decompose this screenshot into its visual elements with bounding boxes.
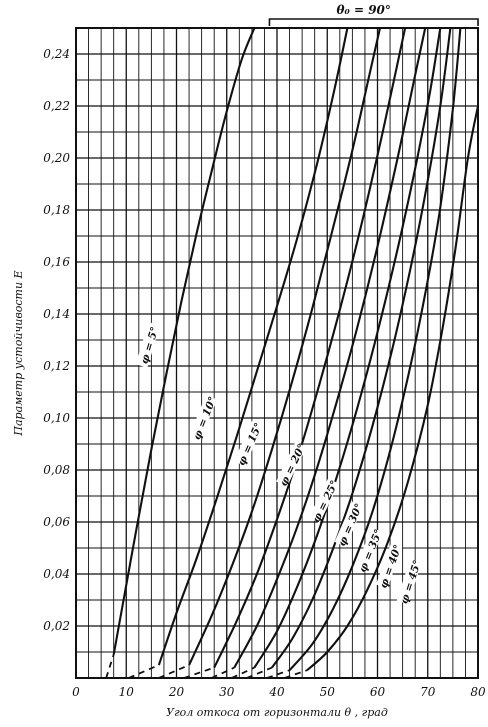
curve-label-bg: [375, 543, 403, 589]
plot-frame: [75, 27, 479, 679]
x-tick-label: 20: [168, 685, 185, 699]
y-axis-title: Параметр устойчивости E: [12, 270, 25, 436]
curve-phi-15: [188, 27, 382, 666]
curve-dash: [266, 669, 290, 679]
curve-dash: [231, 666, 255, 679]
curve-phi-25: [233, 27, 427, 669]
curve-label: φ = 35°: [357, 528, 385, 575]
x-tick-label: 40: [268, 685, 285, 699]
y-tick-label: 0,16: [43, 255, 70, 269]
curve-label-bg: [334, 501, 364, 547]
curve-label-bg: [308, 478, 339, 524]
x-tick-label: 0: [72, 685, 80, 699]
x-tick-label: 80: [470, 685, 486, 699]
theta-bracket: [268, 18, 479, 26]
curve-label-bg: [234, 421, 263, 467]
y-tick-label: 0,14: [43, 307, 70, 321]
curve-dash: [158, 664, 190, 679]
curve-phi-40: [288, 27, 462, 671]
curve-label: φ = 40°: [378, 543, 405, 590]
axis-ticks: 0 10 20 30 40 50 60 70 80 0,02 0,04 0,06 0,08 0,10 0,1…: [43, 47, 486, 699]
y-tick-label: 0,06: [43, 515, 70, 529]
curves: [105, 27, 480, 679]
curve-phi-30: [253, 27, 442, 669]
theta-annotation: θ₀ = 90°: [268, 3, 479, 26]
curve-phi-10: [157, 27, 349, 666]
x-tick-label: 70: [420, 685, 436, 699]
curve-label-bg: [355, 527, 383, 573]
theta-label: θ₀ = 90°: [337, 3, 391, 17]
curve-dash: [183, 666, 215, 679]
y-tick-label: 0,08: [43, 463, 70, 477]
y-tick-label: 0,24: [43, 47, 70, 61]
curve-labels: φ = 5°φ = 10°φ = 15° φ = 20°φ = 25°φ = 30…: [135, 322, 424, 606]
curve-label-bg: [189, 394, 218, 441]
x-tick-label: 50: [320, 685, 336, 699]
x-tick-label: 10: [119, 685, 135, 699]
curve-dash: [211, 666, 235, 679]
curve-label-bg: [276, 441, 307, 487]
y-tick-label: 0,02: [43, 619, 70, 633]
curve-label-bg: [135, 322, 161, 368]
curve-phi-35: [271, 27, 452, 669]
y-tick-label: 0,20: [43, 151, 70, 165]
y-tick-label: 0,18: [43, 203, 70, 217]
curve-dash: [128, 664, 160, 679]
curve-phi-20: [213, 27, 407, 669]
x-axis-title: Угол откоса от горизонтали θ , град: [166, 706, 388, 719]
curve-phi-45: [306, 105, 480, 671]
y-tick-label: 0,12: [43, 359, 70, 373]
curve-dash: [284, 669, 308, 679]
curve-dash: [246, 666, 273, 679]
x-tick-label: 60: [370, 685, 386, 699]
x-tick-label: 30: [219, 685, 235, 699]
y-tick-label: 0,04: [43, 567, 70, 581]
curve-dash: [105, 654, 115, 679]
y-tick-label: 0,22: [43, 99, 70, 113]
curve-label-bg: [396, 558, 422, 605]
y-tick-label: 0,10: [43, 411, 70, 425]
curve-phi-5: [112, 27, 256, 655]
